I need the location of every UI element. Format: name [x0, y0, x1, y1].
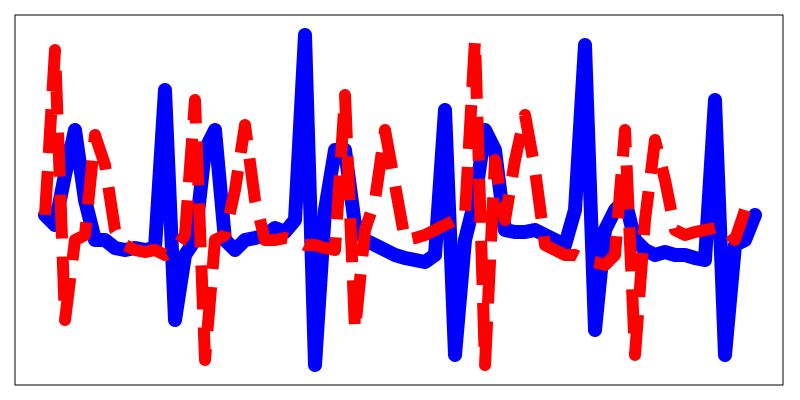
solid-line — [38, 28, 762, 372]
dashed-line — [39, 34, 751, 371]
lines — [38, 28, 762, 372]
